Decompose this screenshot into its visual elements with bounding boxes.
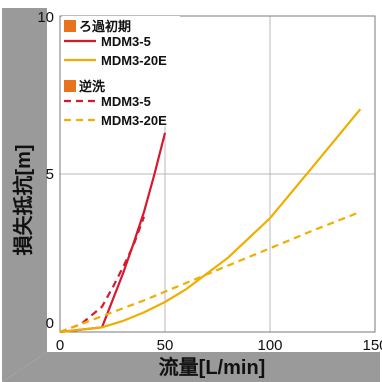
x-tick-label: 100: [257, 337, 282, 354]
x-tick-label: 150: [362, 337, 382, 354]
y-axis-title: 損失抵抗[m]: [11, 144, 35, 255]
series-line-2: [59, 108, 362, 334]
frame-shadow-left: [2, 8, 47, 382]
x-tick-label: 0: [56, 337, 64, 354]
series-layer: [59, 108, 362, 334]
y-tick-label: 5: [46, 166, 54, 183]
legend-group-label: ろ過初期: [79, 19, 131, 34]
legend-group-label: 逆洗: [79, 79, 105, 94]
y-tick-label: 10: [37, 9, 54, 26]
x-axis-title: 流量[L/min]: [159, 355, 266, 379]
legend-label: MDM3-5: [101, 94, 151, 109]
legend-background: [62, 16, 180, 126]
legend-group-marker: [64, 80, 76, 92]
legend-label: MDM3-20E: [101, 113, 167, 128]
legend-label: MDM3-5: [101, 34, 151, 49]
legend-group-marker: [64, 20, 76, 32]
x-tick-label: 50: [157, 337, 174, 354]
tick-labels: 0 50 100 150 0 5 10: [37, 9, 382, 354]
frame-shadow-bottom: [2, 352, 380, 382]
plot-border: [59, 15, 376, 333]
series-line-1: [59, 132, 167, 334]
y-tick-label: 0: [46, 315, 54, 332]
legend-label: MDM3-20E: [101, 53, 167, 68]
series-line-4: [59, 210, 361, 334]
